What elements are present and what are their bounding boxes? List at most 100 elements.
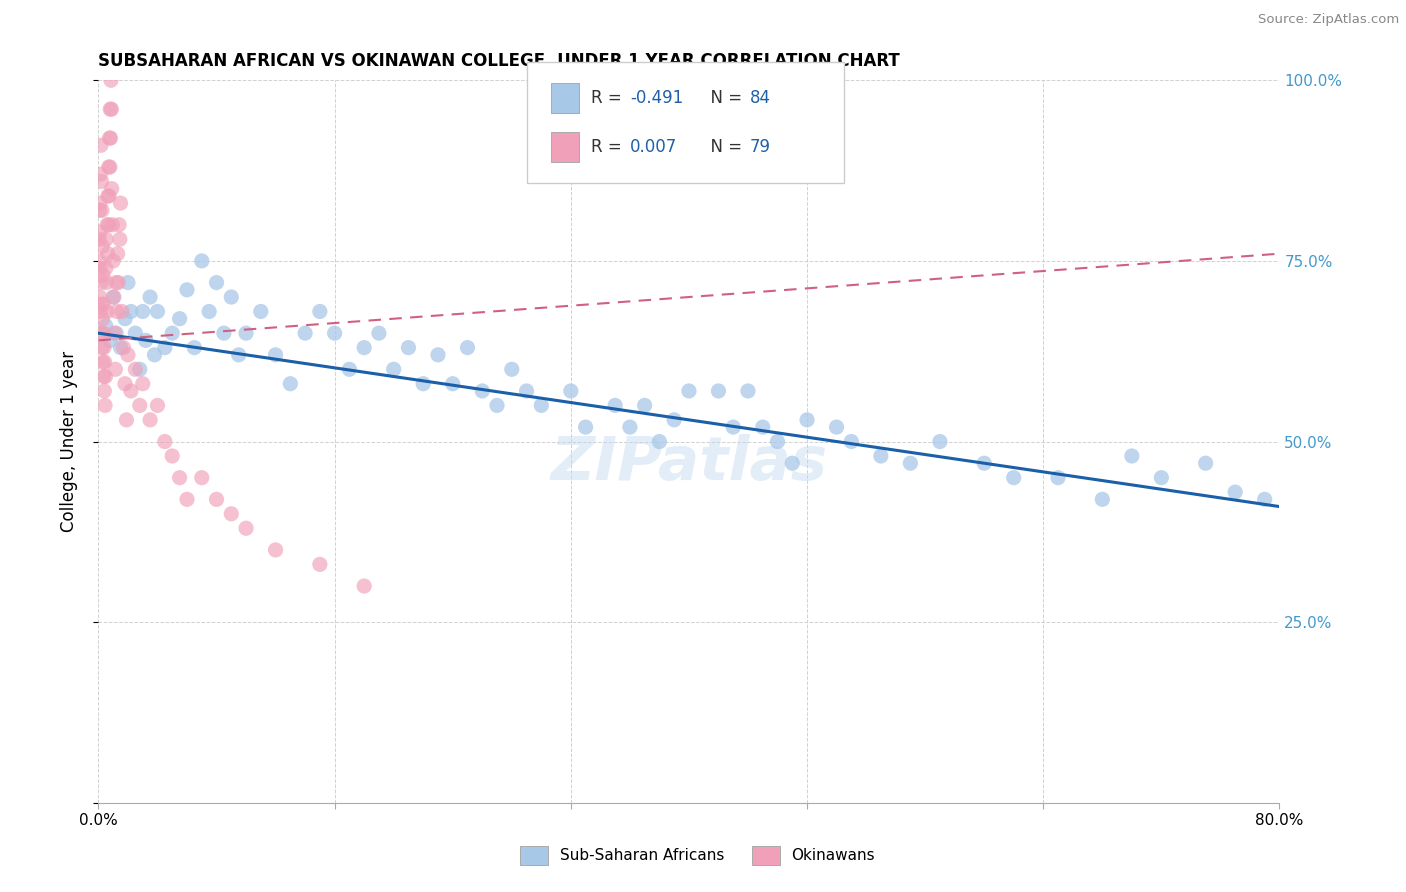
Point xyxy=(766,434,789,449)
Text: ZIPatlas: ZIPatlas xyxy=(550,434,828,492)
Point xyxy=(105,326,128,341)
Point xyxy=(89,253,111,268)
Point xyxy=(221,290,243,304)
Point xyxy=(212,326,235,341)
Point xyxy=(117,348,139,362)
Point xyxy=(146,398,169,412)
Point xyxy=(120,304,142,318)
Point xyxy=(89,290,111,304)
Point xyxy=(91,341,114,355)
Point xyxy=(398,341,420,355)
Point xyxy=(112,341,135,355)
Point xyxy=(98,131,121,145)
Point xyxy=(264,542,287,557)
Point xyxy=(634,398,657,412)
Text: 79: 79 xyxy=(749,138,770,156)
Point xyxy=(98,160,121,174)
Point xyxy=(471,384,494,398)
Point xyxy=(900,456,922,470)
Point xyxy=(309,304,332,318)
Point xyxy=(752,420,775,434)
Text: 0.007: 0.007 xyxy=(630,138,678,156)
Point xyxy=(107,276,129,290)
Point xyxy=(97,189,120,203)
Point xyxy=(678,384,700,398)
Point xyxy=(176,283,198,297)
Point xyxy=(103,253,125,268)
Point xyxy=(97,160,120,174)
Point xyxy=(91,203,114,218)
Point xyxy=(339,362,361,376)
Point xyxy=(128,398,150,412)
Point xyxy=(93,369,115,384)
Point xyxy=(575,420,598,434)
Point xyxy=(162,326,183,341)
Point xyxy=(153,434,176,449)
Point xyxy=(91,326,114,341)
Text: SUBSAHARAN AFRICAN VS OKINAWAN COLLEGE, UNDER 1 YEAR CORRELATION CHART: SUBSAHARAN AFRICAN VS OKINAWAN COLLEGE, … xyxy=(98,53,900,70)
Point xyxy=(235,326,257,341)
Point xyxy=(782,456,804,470)
Point xyxy=(205,276,228,290)
Point xyxy=(110,196,132,211)
Point xyxy=(176,492,198,507)
Point xyxy=(98,102,121,116)
Point xyxy=(91,355,114,369)
Point xyxy=(93,355,115,369)
Text: Source: ZipAtlas.com: Source: ZipAtlas.com xyxy=(1258,13,1399,27)
Point xyxy=(105,304,128,318)
Point xyxy=(235,521,257,535)
Point xyxy=(90,138,112,153)
Point xyxy=(169,471,191,485)
Point xyxy=(841,434,863,449)
Point xyxy=(1254,492,1277,507)
Point xyxy=(128,362,150,376)
Point xyxy=(870,449,893,463)
Text: R =: R = xyxy=(591,89,627,107)
Point xyxy=(94,398,117,412)
Point xyxy=(90,304,112,318)
Point xyxy=(228,348,250,362)
Point xyxy=(183,341,205,355)
Point xyxy=(1047,471,1070,485)
Point xyxy=(90,326,112,341)
Point xyxy=(560,384,582,398)
Point xyxy=(280,376,302,391)
Point xyxy=(162,449,183,463)
Point xyxy=(120,384,142,398)
Text: -0.491: -0.491 xyxy=(630,89,683,107)
Point xyxy=(114,311,136,326)
Point xyxy=(96,276,118,290)
Point xyxy=(973,456,995,470)
Point xyxy=(191,471,214,485)
Point xyxy=(108,218,131,232)
Point xyxy=(135,334,157,348)
Point xyxy=(501,362,523,376)
Point xyxy=(929,434,952,449)
Point xyxy=(124,326,146,341)
Point xyxy=(457,341,479,355)
Point xyxy=(124,362,146,376)
Point xyxy=(90,297,112,311)
Point xyxy=(825,420,848,434)
Y-axis label: College, Under 1 year: College, Under 1 year xyxy=(59,351,77,533)
Point xyxy=(441,376,464,391)
Point xyxy=(91,311,114,326)
Text: N =: N = xyxy=(700,89,748,107)
Point xyxy=(146,304,169,318)
Text: Sub-Saharan Africans: Sub-Saharan Africans xyxy=(560,848,724,863)
Point xyxy=(353,579,375,593)
Point xyxy=(309,558,332,572)
Point xyxy=(382,362,405,376)
Point xyxy=(89,232,111,246)
Point xyxy=(737,384,759,398)
Point xyxy=(294,326,316,341)
Point xyxy=(96,304,118,318)
Point xyxy=(89,167,111,181)
Point xyxy=(89,225,111,239)
Point xyxy=(98,189,121,203)
Point xyxy=(664,413,686,427)
Point xyxy=(111,304,134,318)
Point xyxy=(107,246,129,260)
Text: 84: 84 xyxy=(749,89,770,107)
